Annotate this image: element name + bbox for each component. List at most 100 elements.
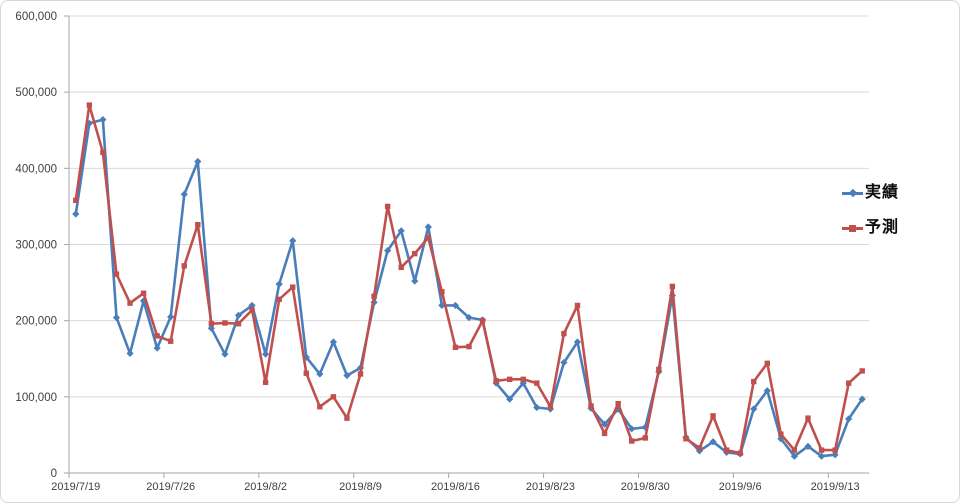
series-forecast — [73, 102, 865, 456]
data-point-marker — [113, 271, 120, 277]
data-point-marker — [72, 210, 80, 218]
series-actual — [72, 115, 866, 460]
data-point-marker — [451, 301, 460, 310]
data-point-marker — [195, 221, 201, 228]
data-point-marker — [167, 338, 174, 344]
data-point-marker — [317, 404, 323, 410]
data-point-marker — [683, 436, 689, 442]
data-point-marker — [329, 338, 338, 346]
data-point-marker — [276, 296, 282, 303]
data-point-marker — [262, 379, 269, 386]
data-point-marker — [234, 311, 243, 319]
data-point-marker — [723, 447, 730, 453]
data-point-marker — [452, 344, 459, 351]
x-axis-label: 2019/8/30 — [621, 481, 670, 493]
data-point-marker — [99, 115, 107, 124]
data-point-marker — [520, 376, 526, 383]
y-axis-label: 200,000 — [15, 316, 57, 328]
data-point-marker — [479, 317, 486, 324]
x-axis-label: 2019/8/9 — [339, 481, 382, 493]
data-point-marker — [221, 350, 229, 358]
data-point-marker — [424, 223, 432, 231]
data-point-marker — [791, 447, 798, 453]
data-point-marker — [425, 234, 432, 241]
data-point-marker — [493, 378, 499, 384]
y-axis-label: 0 — [51, 468, 57, 480]
data-point-marker — [302, 353, 310, 361]
data-point-marker — [709, 438, 717, 446]
series-line — [74, 118, 864, 458]
data-point-marker — [127, 300, 133, 306]
data-point-marker — [764, 360, 771, 367]
data-point-marker — [154, 333, 160, 339]
data-point-marker — [397, 227, 405, 235]
legend-item-actual: 実績 — [842, 182, 899, 204]
data-point-marker — [100, 149, 106, 156]
data-point-marker — [737, 450, 743, 456]
data-point-marker — [574, 302, 581, 309]
data-point-marker — [384, 203, 391, 210]
data-point-marker — [628, 425, 636, 433]
data-point-marker — [750, 405, 758, 413]
data-point-marker — [208, 321, 215, 327]
data-point-marker — [832, 447, 838, 453]
legend-label-forecast: 予測 — [865, 219, 900, 236]
gridlines — [69, 15, 869, 398]
y-axis-label: 300,000 — [15, 240, 57, 252]
x-axis-label: 2019/8/16 — [431, 481, 480, 493]
data-point-marker — [343, 371, 351, 380]
data-point-marker — [235, 321, 242, 327]
data-point-marker — [330, 394, 337, 400]
data-point-marker — [533, 403, 541, 412]
data-point-marker — [180, 190, 188, 198]
data-point-marker — [344, 415, 350, 421]
data-point-marker — [506, 395, 514, 403]
data-point-marker — [804, 442, 812, 450]
data-point-marker — [86, 102, 93, 108]
x-axis-label: 2019/7/19 — [51, 481, 100, 493]
data-point-marker — [275, 280, 283, 288]
data-point-marker — [466, 343, 472, 350]
data-point-marker — [412, 250, 418, 257]
axes: 0 100,000 200,000 300,000 400,000 500,000 600,… — [15, 11, 869, 493]
data-point-marker — [656, 366, 662, 373]
data-point-marker — [262, 350, 270, 358]
data-point-marker — [465, 314, 473, 322]
data-point-marker — [398, 264, 404, 271]
x-axis-label: 2019/9/13 — [811, 481, 860, 493]
data-point-marker — [601, 430, 608, 437]
x-axis-label: 2019/8/2 — [244, 481, 287, 493]
data-point-marker — [696, 445, 703, 451]
data-point-marker — [547, 404, 554, 410]
data-point-marker — [248, 301, 256, 310]
data-point-marker — [222, 320, 228, 326]
data-point-marker — [777, 435, 785, 443]
data-point-marker — [859, 368, 865, 374]
data-point-marker — [181, 263, 187, 269]
data-point-marker — [710, 413, 716, 419]
data-point-marker — [140, 290, 147, 296]
y-axis-label: 500,000 — [15, 87, 57, 99]
data-point-marker — [751, 378, 757, 385]
data-point-marker — [778, 431, 784, 437]
y-axis-label: 100,000 — [15, 392, 57, 404]
data-point-marker — [763, 387, 771, 395]
data-point-marker — [817, 452, 826, 460]
data-point-marker — [316, 370, 324, 378]
x-axis-label: 2019/7/26 — [146, 481, 195, 493]
data-point-marker — [112, 314, 121, 322]
data-point-marker — [506, 376, 513, 383]
x-axis-label: 2019/8/23 — [526, 481, 575, 493]
data-point-marker — [588, 403, 594, 409]
data-point-marker — [831, 451, 839, 459]
data-point-marker — [641, 423, 649, 431]
x-axis-label: 2019/9/6 — [719, 481, 762, 493]
data-point-marker — [384, 246, 392, 255]
data-point-marker — [561, 330, 567, 337]
data-point-marker — [858, 395, 866, 403]
data-point-marker — [534, 380, 540, 386]
legend-item-forecast: 予測 — [842, 217, 899, 239]
data-point-marker — [845, 415, 853, 423]
